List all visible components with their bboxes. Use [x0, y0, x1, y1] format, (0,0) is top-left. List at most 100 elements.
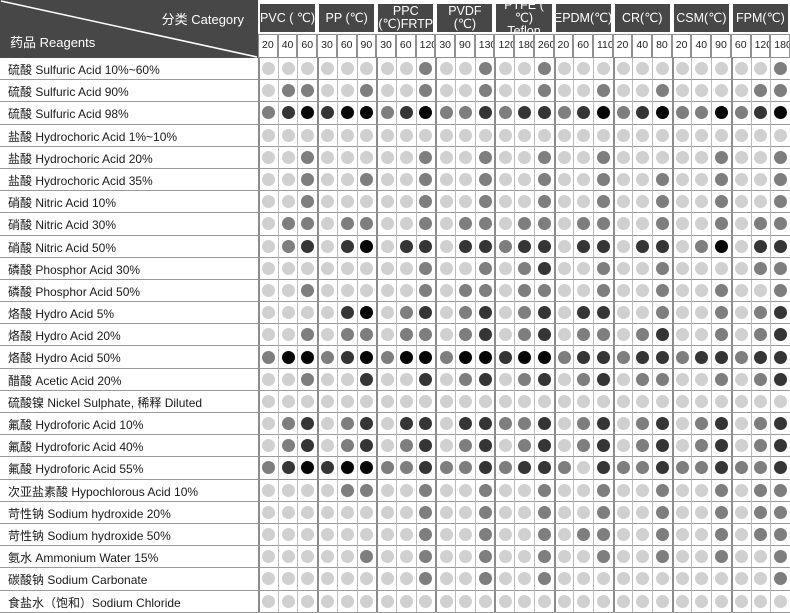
rating-dot: [360, 372, 374, 386]
rating-cell: [592, 368, 613, 391]
rating-dot: [517, 394, 531, 408]
rating-dot: [498, 550, 512, 564]
rating-dot: [715, 150, 729, 164]
rating-cell: [671, 523, 692, 547]
rating-cell: [277, 568, 298, 591]
rating-dot: [262, 461, 276, 475]
rating-cell: [632, 257, 653, 280]
rating-cell: [376, 80, 396, 103]
rating-dot: [617, 528, 630, 542]
rating-dot: [655, 261, 669, 275]
rating-cell: [711, 146, 731, 169]
rating-cell: [258, 501, 278, 524]
rating-cell: [455, 279, 475, 303]
rating-cell: [395, 546, 416, 569]
rating-dot: [735, 572, 749, 586]
rating-dot: [557, 594, 571, 608]
rating-dot: [321, 394, 335, 408]
rating-cell: [671, 413, 692, 436]
rating-cell: [258, 479, 278, 502]
rating-cell: [573, 346, 593, 369]
rating-cell: [533, 523, 554, 547]
rating-cell: [711, 435, 731, 458]
rating-cell: [553, 479, 574, 502]
rating-dot: [676, 261, 690, 275]
rating-cell: [770, 590, 790, 613]
material-header-6: EPDM(℃): [555, 4, 611, 32]
rating-cell: [652, 368, 672, 391]
rating-cell: [415, 546, 436, 569]
reagent-label: 硝酸 Nitric Acid 30%: [0, 213, 258, 236]
rating-cell: [514, 58, 534, 81]
rating-cell: [336, 568, 357, 591]
rating-cell: [415, 191, 436, 214]
rating-cell: [573, 590, 593, 613]
rating-cell: [711, 80, 731, 103]
rating-dot: [262, 572, 276, 586]
rating-dot: [596, 550, 610, 564]
rating-cell: [356, 302, 377, 325]
rating-dot: [774, 84, 788, 98]
rating-dot: [478, 594, 492, 608]
rating-cell: [573, 213, 593, 236]
rating-cell: [435, 124, 456, 147]
rating-cell: [730, 279, 751, 303]
rating-cell: [317, 124, 337, 147]
rating-cell: [317, 324, 337, 347]
rating-cell: [691, 590, 712, 613]
rating-cell: [494, 257, 515, 280]
rating-cell: [474, 124, 495, 147]
rating-cell: [277, 58, 298, 81]
rating-dot: [636, 394, 650, 408]
rating-dot: [360, 439, 374, 453]
rating-cell: [435, 590, 456, 613]
rating-dot: [380, 195, 394, 209]
rating-cell: [750, 213, 771, 236]
rating-dot: [695, 417, 709, 431]
rating-dot: [301, 195, 315, 209]
rating-dot: [735, 150, 749, 164]
rating-cell: [474, 435, 495, 458]
rating-dot: [636, 239, 650, 253]
rating-cell: [415, 368, 436, 391]
rating-dot: [321, 306, 335, 320]
rating-cell: [277, 102, 298, 125]
rating-dot: [321, 461, 335, 475]
rating-cell: [612, 168, 633, 192]
material-header-5: PTFE ( ℃) Teflon: [496, 4, 552, 32]
rating-cell: [317, 302, 337, 325]
rating-cell: [455, 568, 475, 591]
rating-cell: [356, 146, 377, 169]
rating-dot: [340, 106, 354, 120]
rating-cell: [455, 302, 475, 325]
rating-dot: [360, 173, 374, 187]
rating-dot: [321, 483, 335, 497]
rating-cell: [612, 324, 633, 347]
rating-cell: [297, 213, 318, 236]
rating-dot: [380, 350, 394, 364]
rating-cell: [533, 501, 554, 524]
rating-cell: [770, 546, 790, 569]
rating-dot: [399, 217, 413, 231]
rating-cell: [395, 302, 416, 325]
rating-dot: [340, 261, 354, 275]
rating-dot: [262, 594, 276, 608]
rating-dot: [735, 328, 749, 342]
rating-dot: [517, 505, 531, 519]
rating-cell: [356, 168, 377, 192]
rating-cell: [415, 146, 436, 169]
rating-dot: [498, 261, 512, 275]
rating-dot: [360, 328, 374, 342]
rating-dot: [577, 84, 591, 98]
rating-dot: [321, 283, 335, 297]
rating-cell: [533, 479, 554, 502]
rating-cell: [553, 346, 574, 369]
rating-cell: [750, 413, 771, 436]
reagent-label: 氟酸 Hydroforic Acid 55%: [0, 457, 258, 480]
rating-dot: [262, 239, 276, 253]
rating-cell: [770, 390, 790, 413]
rating-cell: [652, 235, 672, 258]
rating-cell: [297, 501, 318, 524]
rating-cell: [297, 257, 318, 280]
